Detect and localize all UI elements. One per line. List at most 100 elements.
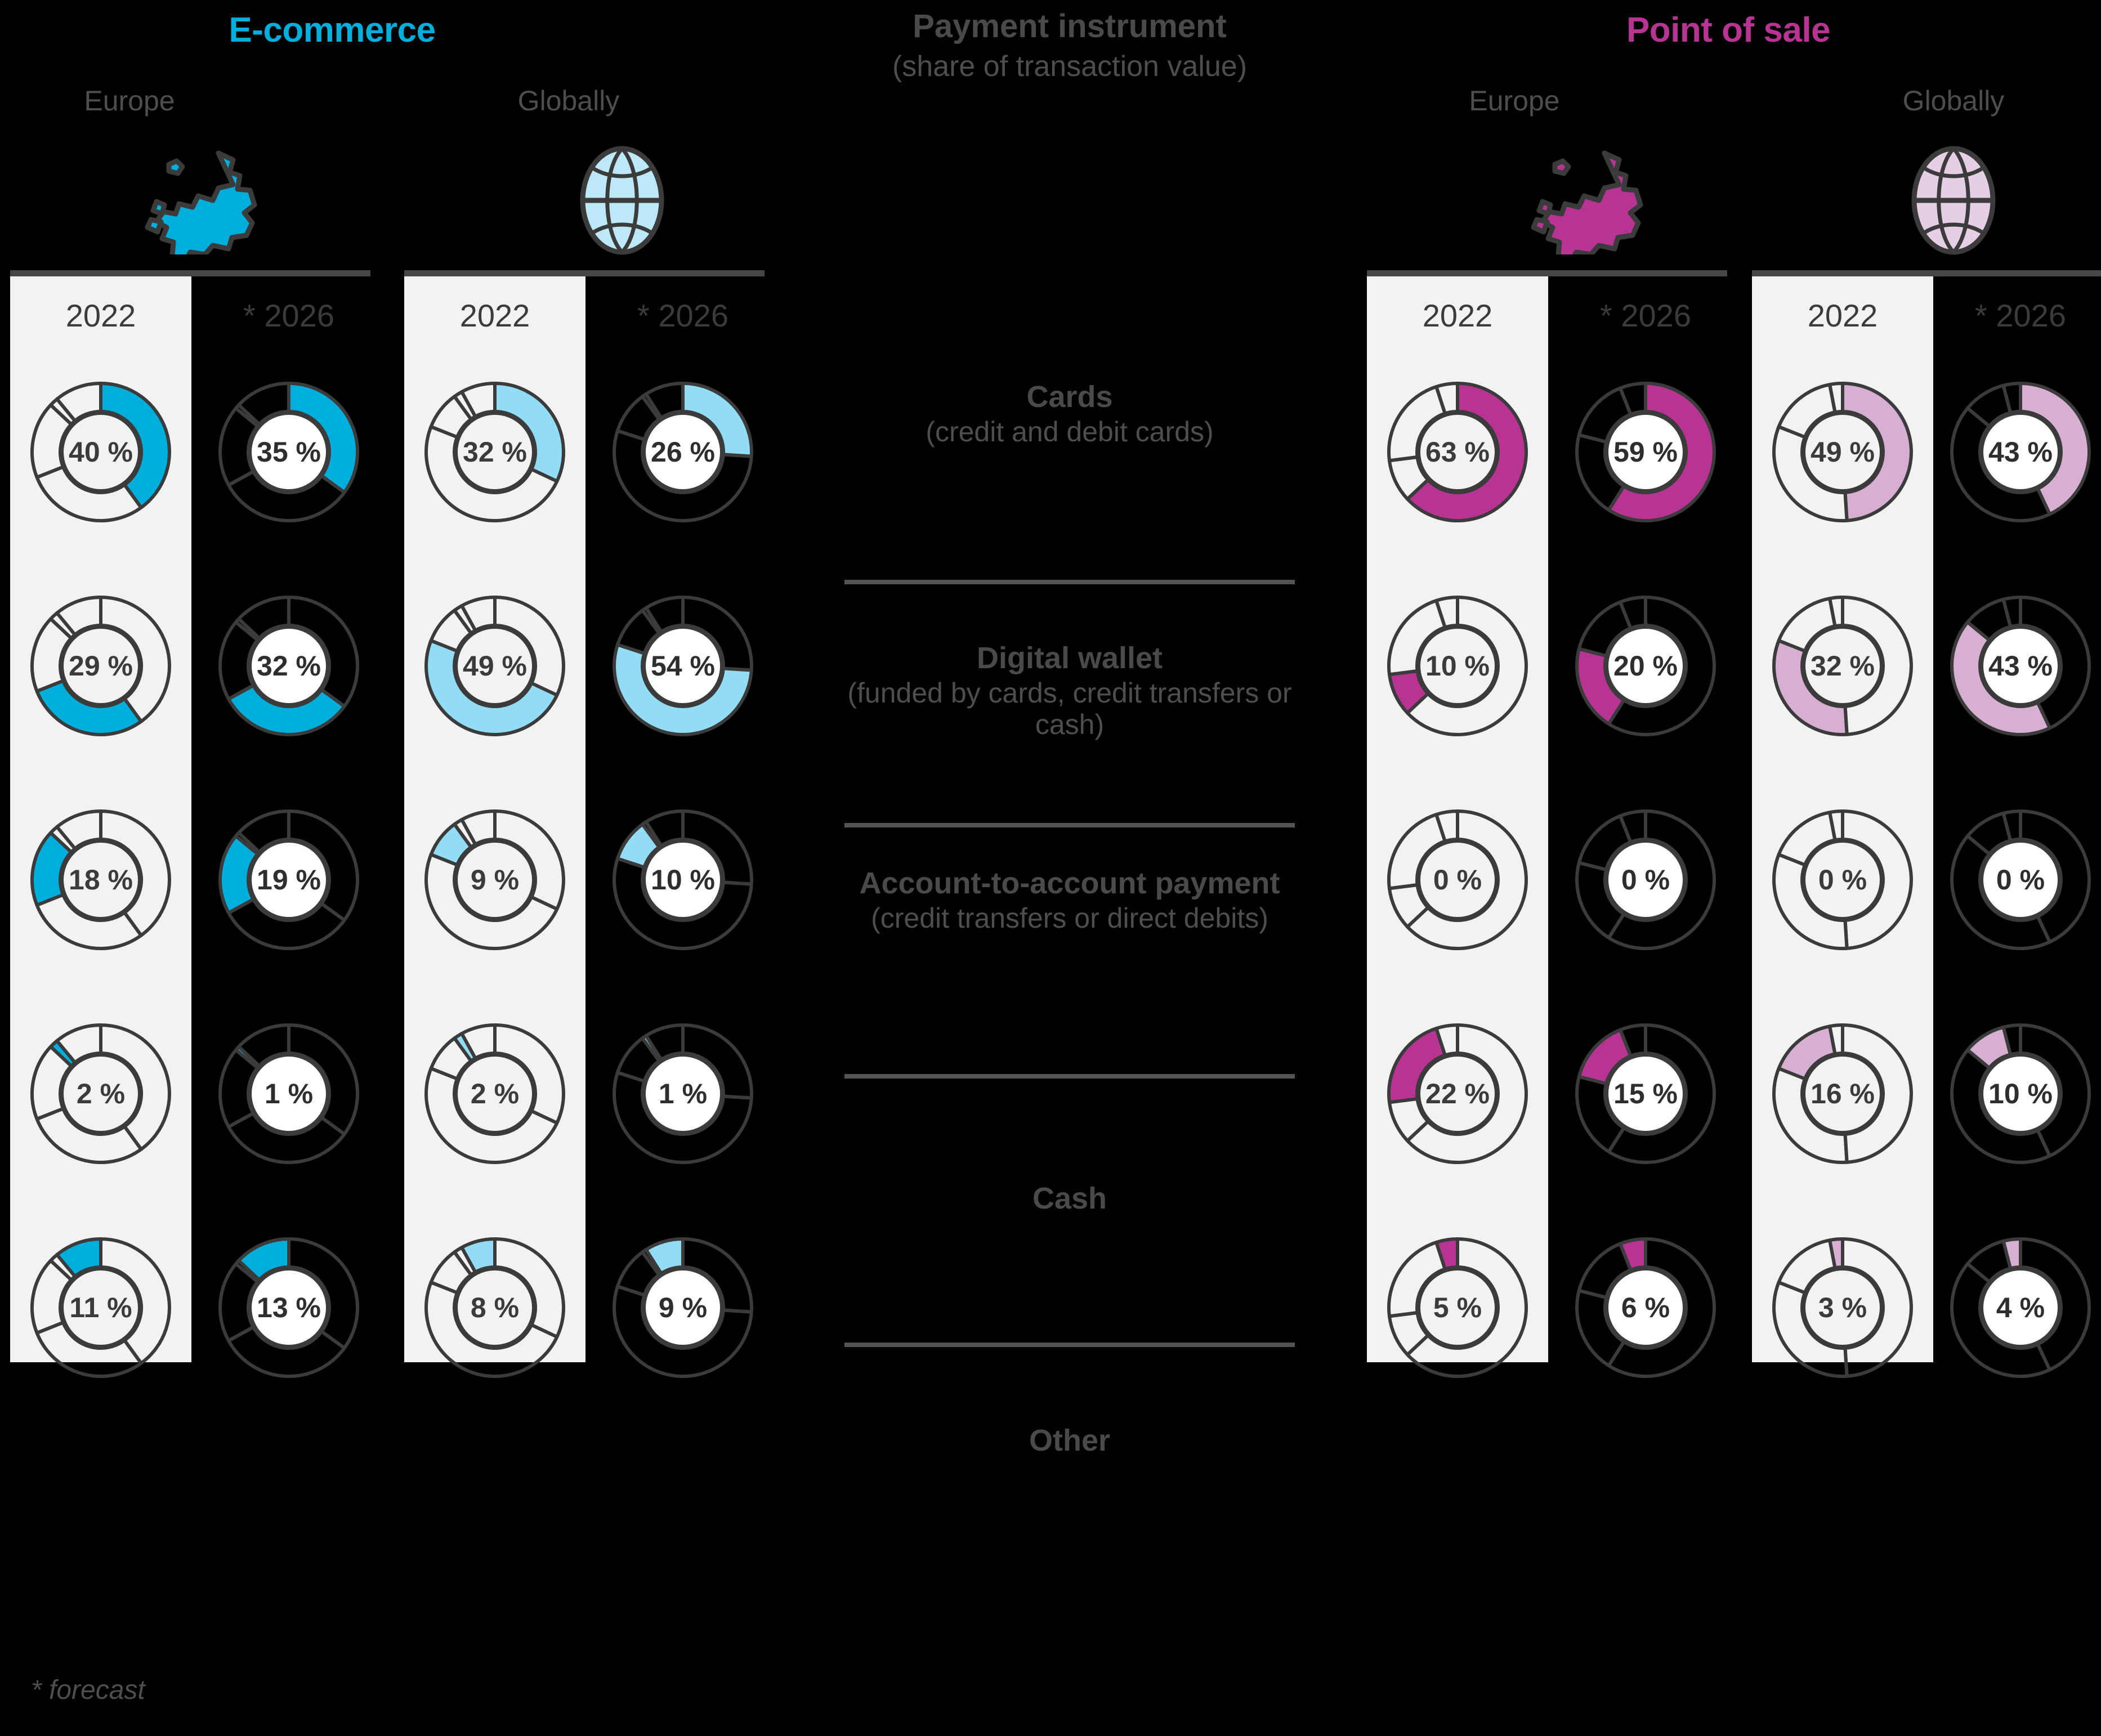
donut-center-disc (248, 839, 329, 920)
donut-chart: 10 % (609, 806, 757, 954)
donut-center-disc (248, 411, 329, 493)
donut-chart: 10 % (1947, 1020, 2094, 1167)
donut-chart: 1 % (609, 1020, 757, 1167)
donut-center-disc (1417, 1053, 1498, 1134)
donut-chart: 15 % (1572, 1020, 1719, 1167)
donut-center-disc (1980, 411, 2061, 493)
center-subheading-share-of-transaction-value: (share of transaction value) (892, 50, 1248, 83)
donut-segment (55, 1237, 102, 1278)
donut-segment (1772, 639, 1849, 736)
donut-center-disc (1980, 1053, 2061, 1134)
donut-center-disc (1802, 411, 1883, 493)
donut-segment (1772, 1067, 1849, 1164)
donut-segment (1619, 809, 1647, 844)
donut-center-disc (60, 1053, 141, 1134)
donut-chart: 18 % (27, 806, 175, 954)
category-divider (844, 1074, 1295, 1079)
section-title-point-of-sale: Point of sale (1626, 11, 1831, 50)
donut-chart: 9 % (609, 1234, 757, 1381)
donut-segment (99, 1237, 171, 1365)
donut-center-disc (1417, 1267, 1498, 1348)
column-rule-ecom-globally (404, 270, 765, 276)
donut-center-disc (60, 411, 141, 493)
donut-chart: 6 % (1572, 1234, 1719, 1381)
donut-segment (55, 596, 102, 637)
donut-segment (493, 809, 565, 911)
donut-center-disc (1605, 625, 1686, 706)
donut-center-disc (642, 411, 723, 493)
donut-segment (99, 809, 171, 937)
category-divider (844, 1343, 1295, 1347)
donut-center-disc (1417, 411, 1498, 493)
donut-chart: 32 % (1769, 592, 1916, 740)
donut-center-disc (248, 625, 329, 706)
donut-segment (2001, 1237, 2022, 1270)
year-label-pos-globally-2022: 2022 (1807, 298, 1878, 333)
category-divider (844, 823, 1295, 827)
donut-center-disc (1605, 411, 1686, 493)
donut-center-disc (248, 1053, 329, 1134)
donut-center-disc (454, 1053, 535, 1134)
donut-segment (1828, 809, 1844, 842)
center-heading-payment-instrument: Payment instrument (913, 8, 1227, 44)
donut-center-disc (60, 839, 141, 920)
region-label-pos-europe: Europe (1469, 85, 1560, 117)
donut-segment (55, 809, 102, 851)
donut-segment (49, 611, 77, 640)
column-rule-ecom-europe (10, 270, 370, 276)
donut-segment (1828, 596, 1844, 628)
category-divider (844, 580, 1295, 584)
donut-center-disc (1980, 625, 2061, 706)
donut-chart: 59 % (1572, 378, 1719, 526)
donut-chart: 8 % (421, 1234, 569, 1381)
donut-segment (2001, 596, 2022, 629)
donut-chart: 2 % (421, 1020, 569, 1167)
donut-center-disc (642, 1267, 723, 1348)
donut-chart: 26 % (609, 378, 757, 526)
year-label-ecom-globally-2026: * 2026 (637, 298, 728, 333)
donut-chart: 16 % (1769, 1020, 1916, 1167)
donut-segment (49, 1039, 77, 1068)
donut-segment (493, 382, 565, 483)
donut-segment (1828, 1237, 1844, 1270)
donut-chart: 2 % (27, 1020, 175, 1167)
donut-segment (1434, 596, 1459, 629)
donut-segment (1772, 853, 1849, 950)
donut-segment (49, 397, 77, 426)
year-label-ecom-globally-2022: 2022 (459, 298, 530, 333)
category-subtitle: (credit and debit cards) (926, 416, 1214, 448)
donut-segment (1619, 382, 1647, 417)
donut-chart: 10 % (1384, 592, 1531, 740)
donut-chart: 29 % (27, 592, 175, 740)
donut-center-disc (1417, 625, 1498, 706)
donut-chart: 32 % (215, 592, 363, 740)
donut-segment (55, 382, 102, 423)
donut-chart: 9 % (421, 806, 569, 954)
section-title-ecommerce: E-commerce (229, 11, 436, 50)
donut-chart: 0 % (1947, 806, 2094, 954)
donut-center-disc (1802, 1267, 1883, 1348)
donut-segment (99, 382, 171, 509)
donut-segment (493, 1023, 565, 1125)
year-label-ecom-europe-2022: 2022 (65, 298, 136, 333)
category-title: Digital wallet (976, 641, 1163, 675)
donut-segment (1619, 596, 1647, 630)
donut-segment (55, 1023, 102, 1064)
column-rule-pos-globally (1752, 270, 2101, 276)
europe-map-icon (1520, 147, 1672, 265)
donut-segment (1434, 809, 1459, 843)
category-subtitle: (credit transfers or direct debits) (871, 902, 1268, 934)
donut-segment (99, 1023, 171, 1151)
donut-center-disc (454, 625, 535, 706)
donut-chart: 4 % (1947, 1234, 2094, 1381)
donut-center-disc (454, 411, 535, 493)
category-label-cash: Cash (828, 1182, 1312, 1215)
donut-center-disc (1605, 1053, 1686, 1134)
category-title: Cards (1026, 380, 1113, 414)
donut-center-disc (1802, 839, 1883, 920)
donut-center-disc (1980, 839, 2061, 920)
donut-center-disc (642, 1053, 723, 1134)
region-label-pos-globally: Globally (1902, 85, 2005, 117)
donut-center-disc (60, 1267, 141, 1348)
donut-chart: 22 % (1384, 1020, 1531, 1167)
